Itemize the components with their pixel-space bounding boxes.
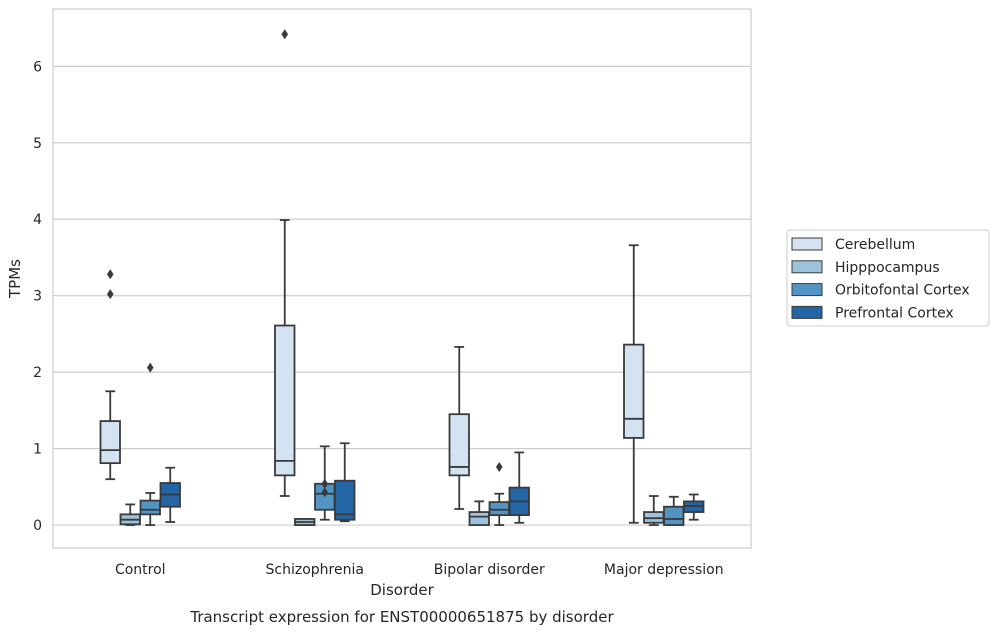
y-tick-label-0: 0 — [33, 518, 42, 534]
box-body — [139, 499, 161, 516]
outlier-point-0 — [281, 29, 289, 40]
box-0-0 — [99, 269, 121, 481]
box-body — [623, 343, 645, 439]
y-tick-label-4: 4 — [33, 212, 42, 228]
box-2-1 — [468, 500, 490, 526]
legend-swatch-0 — [791, 237, 823, 251]
y-tick-label-1: 1 — [33, 442, 42, 458]
box-0-1 — [119, 503, 141, 526]
box-body — [488, 501, 510, 517]
outlier-point-0 — [495, 461, 503, 472]
x-tick-label-0: Control — [115, 562, 166, 578]
x-tick-label-3: Major depression — [604, 562, 724, 578]
legend-swatch-3 — [791, 305, 823, 319]
box-1-3 — [334, 442, 356, 523]
legend-label-1: Hipppocampus — [835, 260, 940, 276]
box-1-2 — [314, 445, 336, 521]
y-tick-label-3: 3 — [33, 289, 42, 305]
x-axis-ticks: Control Schizophrenia Bipolar disorder Majo… — [115, 562, 724, 578]
box-body — [99, 420, 121, 465]
legend-swatch-2 — [791, 283, 823, 297]
box-body — [468, 511, 490, 526]
plot-frame — [52, 8, 752, 549]
outlier-point-0 — [106, 289, 114, 300]
box-3-2 — [663, 495, 685, 526]
legend-frame — [786, 229, 990, 327]
outlier-point-1 — [106, 269, 114, 280]
box-body — [663, 505, 685, 526]
box-2-2 — [488, 461, 510, 526]
box-1-0 — [274, 29, 296, 497]
legend-label-0: Cerebellum — [835, 237, 915, 253]
box-body — [448, 413, 470, 477]
box-1-1 — [294, 518, 316, 526]
legend: Cerebellum Hipppocampus Orbitofontal Corte… — [786, 229, 990, 327]
y-axis-ticks: 0 1 2 3 4 5 6 — [33, 59, 42, 534]
box-3-0 — [623, 244, 645, 524]
plot-boxes — [99, 29, 705, 526]
grid-lines — [53, 65, 751, 526]
legend-label-3: Prefrontal Cortex — [835, 305, 954, 321]
y-axis-label: TPMs — [6, 259, 24, 299]
box-0-3 — [159, 466, 181, 523]
box-2-0 — [448, 346, 470, 510]
chart-caption: Transcript expression for ENST0000065187… — [189, 608, 614, 626]
x-tick-label-1: Schizophrenia — [266, 562, 364, 578]
y-tick-label-5: 5 — [33, 136, 42, 152]
outlier-point-0 — [321, 487, 329, 498]
legend-swatch-1 — [791, 260, 823, 274]
x-tick-label-2: Bipolar disorder — [434, 562, 545, 578]
outlier-point-1 — [321, 478, 329, 489]
legend-label-2: Orbitofontal Cortex — [835, 283, 970, 299]
box-3-3 — [683, 493, 705, 521]
box-0-2 — [139, 362, 161, 526]
box-3-1 — [643, 495, 665, 526]
y-tick-label-6: 6 — [33, 59, 42, 75]
outlier-point-0 — [146, 362, 154, 373]
x-axis-label: Disorder — [370, 581, 434, 599]
y-tick-label-2: 2 — [33, 365, 42, 381]
box-body — [334, 479, 356, 521]
box-body — [274, 324, 296, 477]
box-2-3 — [508, 451, 530, 524]
